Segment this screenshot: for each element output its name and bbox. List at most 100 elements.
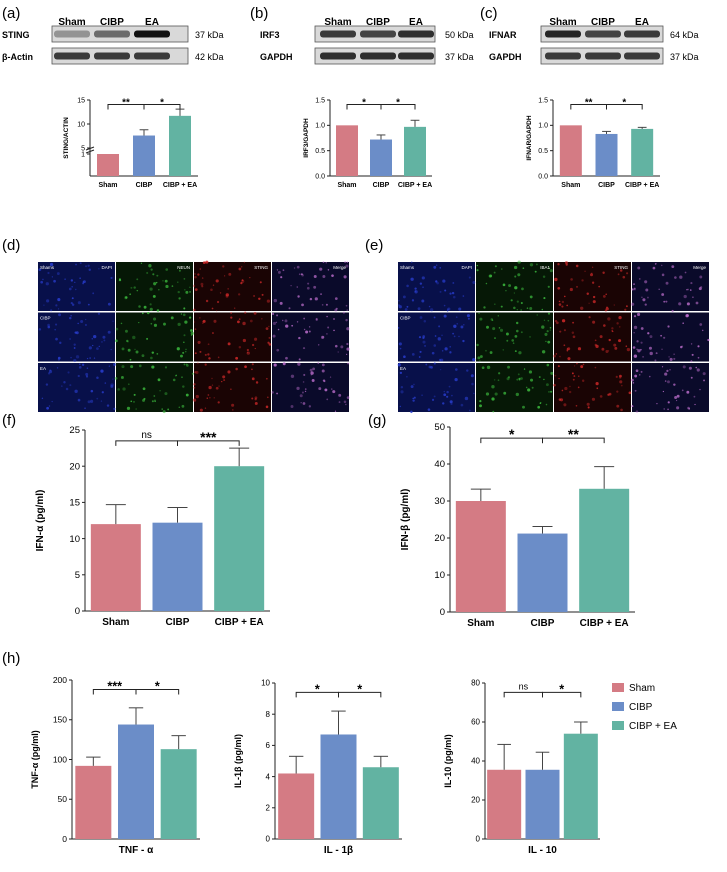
micrograph-speck [631,288,634,291]
y-tick-label: 10 [434,570,445,581]
micrograph-speck [626,347,631,352]
micrograph-tile [476,262,553,311]
micrograph-speck [73,343,76,346]
micrograph-speck [412,397,415,400]
micrograph-speck [425,363,428,366]
micrograph-speck [183,278,186,280]
bar-cibp-ea [579,488,630,612]
micrograph-speck [676,406,680,410]
micrograph-speck [276,314,279,317]
micrograph-speck [492,327,496,331]
micrograph-speck [228,272,232,276]
y-axis-label: TNF-α (pg/ml) [30,730,40,789]
micrograph-tile [272,363,349,412]
micrograph-speck [127,348,131,352]
micrograph-speck [50,309,53,312]
micrograph-speck [130,400,133,403]
micrograph-speck [133,401,135,403]
micrograph-speck [649,335,653,339]
chart-b: 0.0 0.5 1.0 1.5 IRF3/GAPDH Sham CIBP CIBP + EA *… [303,97,432,189]
micrograph-speck [605,307,609,311]
micrograph-speck [277,270,281,274]
micrograph-speck [448,385,451,388]
blot-lane-label: EA [145,17,159,28]
micrograph-speck [578,375,580,377]
micrograph-speck [699,323,703,326]
micrograph-speck [338,393,342,397]
y-tick-label: 200 [53,675,67,685]
micrograph-speck [132,335,136,340]
micrograph-speck [691,353,694,356]
micrograph-speck [673,357,676,360]
micrograph-speck [485,349,487,352]
micrograph-speck [70,315,72,317]
micrograph-speck [450,402,453,406]
blot-kda-label: 50 kDa [445,30,474,40]
micrograph-speck [176,347,180,351]
micrograph-speck [77,374,80,378]
micrograph-speck [507,376,511,379]
micrograph-speck [547,312,551,315]
bar-cibp-ea [160,749,197,839]
panel-label-b: (b) [250,5,268,22]
micrograph-speck [317,362,320,364]
micrograph-speck [319,267,323,271]
micrograph-speck [164,366,168,369]
blot-band [585,30,621,38]
significance-bracket [542,437,605,444]
micrograph-speck [615,375,618,378]
micrograph-speck [217,356,220,359]
micrograph-speck [413,383,415,386]
blot-lane-label: Sham [58,17,85,28]
micrograph-speck [86,367,89,370]
micrograph-speck [616,390,619,393]
micrograph-tile [38,262,115,311]
micrograph-speck [632,346,636,349]
micrograph-speck [308,330,311,333]
micrograph-speck [261,318,263,320]
micrograph-speck [85,265,88,268]
blot-lane-label: CIBP [100,17,124,28]
micrograph-speck [675,399,678,402]
blot-band [545,30,581,38]
y-tick-label: 1 [81,151,85,158]
micrograph-speck [412,399,415,402]
bar-cibp-ea [563,733,598,839]
micrograph-speck [158,289,160,291]
micrograph-speck [453,335,456,338]
micrograph-speck [682,322,684,324]
micrograph-speck [572,378,575,381]
micrograph-speck [439,267,442,269]
micrograph-speck [241,279,244,282]
micrograph-speck [53,279,56,283]
micrograph-speck [282,319,284,322]
micrograph-speck [658,288,660,290]
y-tick-label: 10 [77,121,85,128]
micrograph-speck [50,263,52,265]
bar-cibp [118,724,154,839]
micrograph-tile [194,312,271,362]
micrograph-speck [458,335,460,338]
micrograph-speck [633,315,637,318]
y-tick-label: 1.0 [538,123,548,130]
micrograph-speck [185,351,187,353]
micrograph-speck [618,339,622,343]
micrograph-speck [692,296,694,299]
micrograph-speck [697,356,700,359]
micrograph-speck [419,316,423,319]
micrograph-speck [63,381,66,384]
micrograph-speck [343,275,347,279]
significance-label: * [396,98,400,109]
micrograph-speck [472,358,476,362]
micrograph-speck [157,378,161,382]
micrograph-speck [204,353,207,356]
blot-panel-3: Sham CIBP EA IFNAR 64 kDa GAPDH 37 kDa [489,17,699,65]
micrograph-speck [307,282,310,285]
micrograph-speck [205,299,209,303]
chart-h2: 0 2 4 6 8 10 IL-1β (pg/ml) IL - 1β * * [233,679,402,856]
micrograph-speck [90,389,94,393]
micrograph-speck [406,305,409,308]
micrograph-speck [251,377,255,381]
micrograph-speck [682,365,686,369]
micrograph-speck [686,314,689,317]
